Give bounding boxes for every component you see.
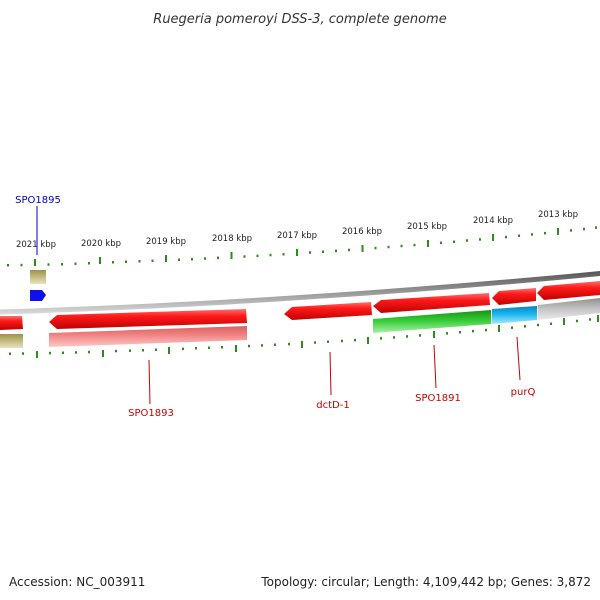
tick-labels: 2021 kbp 2020 kbp 2019 kbp 2018 kbp 2017…: [16, 210, 578, 250]
cds-arrow: [373, 293, 490, 313]
blue-feature: [30, 290, 46, 301]
tick-label: 2020 kbp: [81, 239, 121, 249]
pink-feature: [49, 326, 247, 347]
gene-labels: SPO1895 SPO1893 dctD-1 SPO1891 purQ: [15, 195, 535, 419]
tick-label: 2015 kbp: [407, 222, 447, 232]
olive-feature-outer: [30, 270, 46, 284]
tick-label: 2013 kbp: [538, 210, 578, 220]
inner-ring-features: [0, 298, 600, 348]
gene-label-purq: purQ: [511, 387, 536, 398]
cds-arrow: [537, 281, 600, 300]
cds-arrow: [284, 302, 372, 320]
leader-spo1891: [433, 344, 437, 389]
gene-label-spo1895: SPO1895: [15, 195, 61, 206]
lower-tick-ring: [9, 315, 599, 358]
tick-label: 2016 kbp: [342, 227, 382, 237]
label-leaders: [36, 206, 521, 405]
genome-backbone: [0, 271, 600, 315]
gene-label-spo1893: SPO1893: [128, 408, 174, 419]
tick-label: 2017 kbp: [277, 231, 317, 241]
green-feature: [373, 310, 491, 333]
cds-arrow: [0, 316, 23, 330]
accession-text: Accession: NC_003911: [9, 575, 145, 589]
leader-spo1893: [148, 359, 151, 405]
tick-label: 2014 kbp: [473, 216, 513, 226]
cyan-feature: [492, 306, 537, 324]
leader-purq: [516, 336, 521, 381]
tick-label: 2019 kbp: [146, 237, 186, 247]
map-title: Ruegeria pomeroyi DSS-3, complete genome: [153, 12, 446, 27]
cds-arrow: [49, 309, 247, 329]
gene-label-spo1891: SPO1891: [415, 393, 461, 404]
genome-summary-text: Topology: circular; Length: 4,109,442 bp…: [260, 575, 591, 589]
tick-label: 2021 kbp: [16, 240, 56, 250]
gene-label-dctd-1: dctD-1: [316, 400, 349, 411]
grey-feature: [538, 298, 600, 320]
leader-dctd-1: [329, 351, 332, 396]
forward-strand-features: [0, 281, 600, 330]
tick-label: 2018 kbp: [212, 234, 252, 244]
olive-feature-inner: [0, 334, 23, 348]
cds-arrow: [492, 288, 536, 305]
upper-tick-ring: [7, 226, 597, 267]
